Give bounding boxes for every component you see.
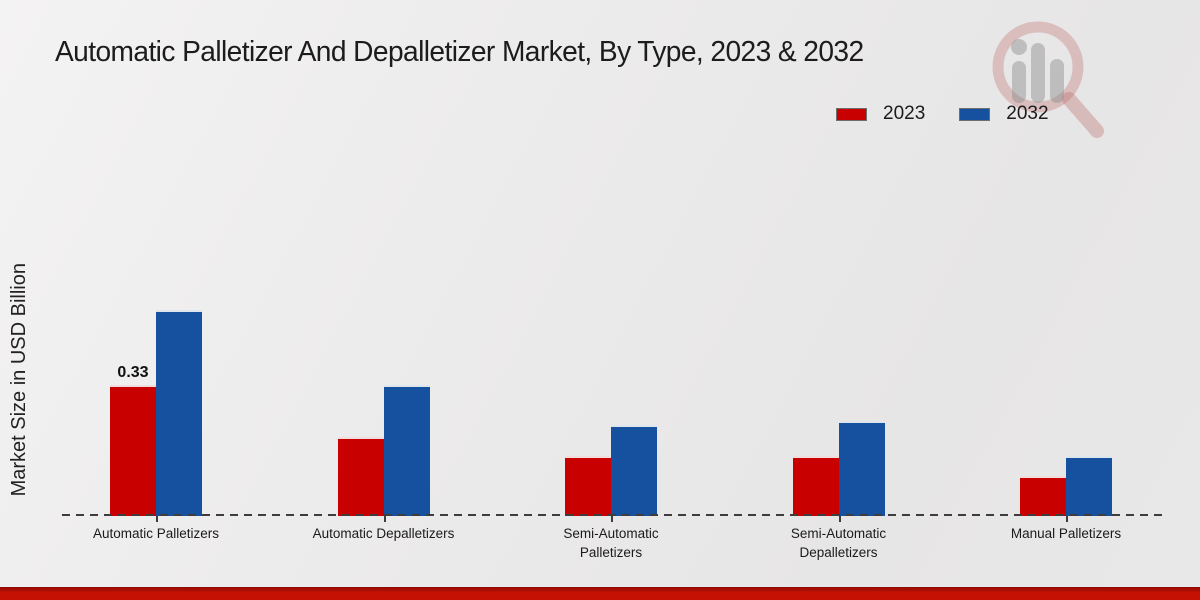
legend-swatch-2032 [959,107,991,121]
legend: 2023 2032 [836,103,1049,125]
bar-2032-1 [383,385,430,516]
legend-swatch-2023 [836,107,867,121]
legend-item-2032: 2032 [959,103,1049,125]
category-label-1: Automatic Depalletizers [312,526,455,541]
y-axis-label-wrap: Market Size in USD Billion [4,220,34,540]
watermark-magnifier-logo-icon [992,21,1104,138]
bar-2023-4 [1020,476,1066,516]
bar-2032-0 [156,310,202,516]
bar-2023-2 [565,456,611,516]
chart-title: Automatic Palletizer And Depalletizer Ma… [55,36,864,68]
category-label-0: Automatic Palletizers [92,526,220,541]
legend-label-2032: 2032 [1006,103,1049,124]
category-label-2: Semi-Automatic Palletizers [563,526,659,560]
bar-value-label: 0.33 [117,364,149,381]
y-axis-label: Market Size in USD Billion [7,263,30,497]
category-label-3: Semi-Automatic Depalletizers [790,526,887,560]
bar-2023-0 [110,385,156,516]
bar-2032-4 [1066,456,1112,516]
x-axis-tick [383,516,386,522]
category-label-4: Manual Palletizers [1010,526,1122,541]
legend-label-2023: 2023 [883,103,926,124]
bar-2032-2 [611,425,657,516]
legend-item-2023: 2023 [836,103,925,125]
x-axis-tick [611,516,613,522]
x-axis-tick [1066,516,1068,522]
bar-2023-3 [792,456,839,516]
footer-accent-stripe [0,587,1200,600]
bar-2032-3 [838,421,885,516]
plot-area: 0.33 [62,280,1162,516]
x-axis-tick [156,516,158,522]
x-axis-baseline [62,514,1162,516]
x-axis-tick [838,516,841,522]
bar-2023-1 [337,437,384,516]
